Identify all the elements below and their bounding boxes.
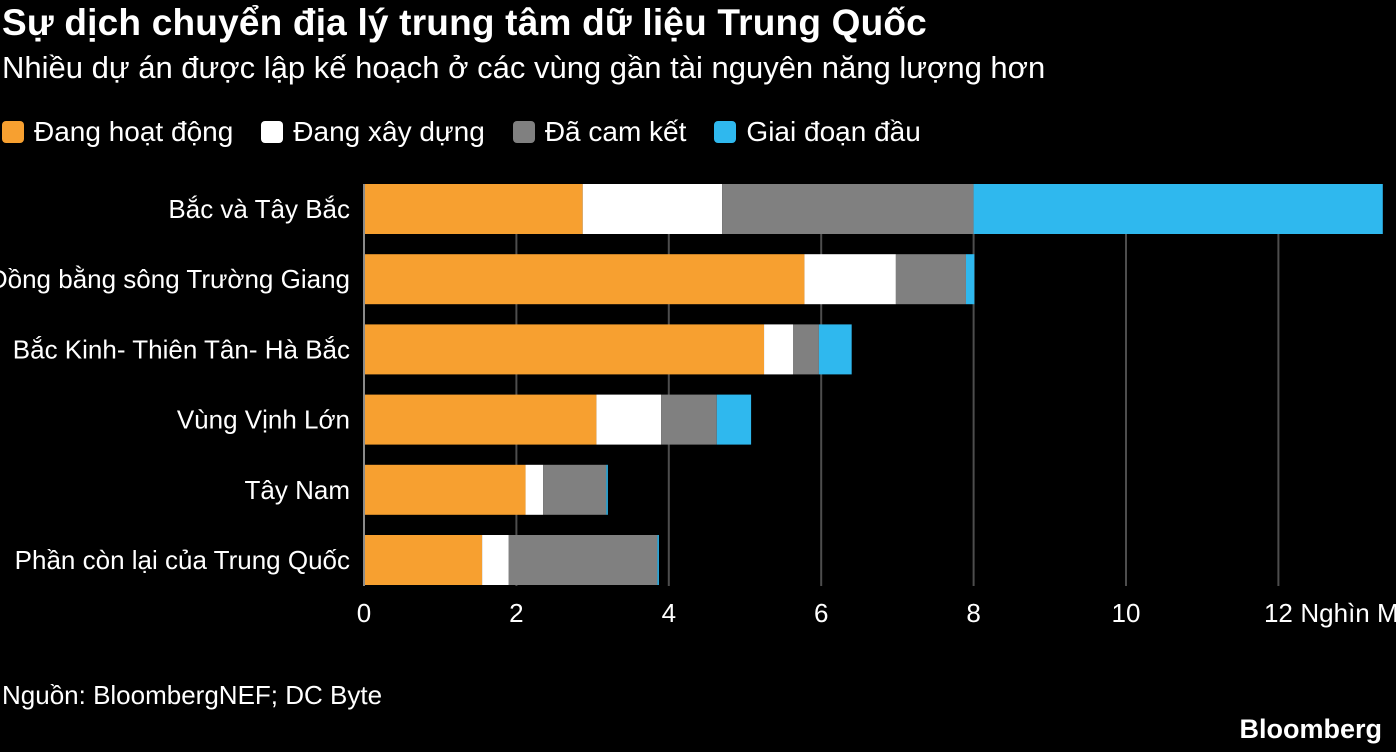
- bar-segment-0-1: [582, 184, 723, 234]
- chart-legend: Đang hoạt động Đang xây dựng Đã cam kết …: [2, 114, 949, 150]
- bar-segment-0-3: [973, 184, 1383, 234]
- bar-segment-4-3: [606, 464, 608, 515]
- x-tick-label-2: 2: [509, 598, 523, 628]
- bar-segment-1-0: [364, 254, 805, 305]
- bloomberg-logo: Bloomberg: [1239, 714, 1382, 744]
- category-label: Bắc Kinh- Thiên Tân- Hà Bắc: [13, 334, 350, 364]
- x-tick-label-12: 12: [1264, 598, 1293, 628]
- legend-item-under-construction: Đang xây dựng: [261, 116, 485, 148]
- category-label: Phần còn lại của Trung Quốc: [15, 545, 350, 575]
- bar-segment-5-1: [482, 535, 509, 585]
- source-note: Nguồn: BloombergNEF; DC Byte: [2, 680, 383, 710]
- bar-segment-5-2: [508, 535, 658, 585]
- chart-subtitle: Nhiều dự án được lập kế hoạch ở các vùng…: [2, 50, 1046, 85]
- legend-swatch-under-construction: [261, 121, 284, 143]
- x-tick-label-6: 6: [814, 598, 828, 628]
- bar-segment-3-2: [661, 394, 717, 445]
- bar-segment-5-0: [364, 535, 483, 585]
- legend-label-committed: Đã cam kết: [544, 116, 687, 147]
- bar-segment-1-1: [804, 254, 896, 305]
- bar-segment-2-2: [793, 324, 819, 375]
- legend-swatch-operating: [2, 121, 24, 143]
- legend-label-early-stage: Giai đoạn đầu: [746, 116, 921, 147]
- legend-swatch-early-stage: [714, 121, 737, 143]
- bar-segment-1-3: [965, 254, 975, 305]
- bar-segment-2-1: [764, 324, 794, 375]
- x-tick-label-8: 8: [966, 598, 980, 628]
- bar-segment-4-1: [525, 464, 544, 515]
- category-label: Bắc và Tây Bắc: [168, 194, 350, 224]
- bar-segment-3-3: [716, 394, 752, 445]
- legend-swatch-committed: [512, 121, 535, 143]
- legend-item-committed: Đã cam kết: [512, 116, 687, 148]
- bar-segment-0-2: [722, 184, 974, 234]
- bar-segment-3-1: [596, 394, 662, 445]
- category-label: Vùng Vịnh Lớn: [177, 405, 350, 435]
- legend-label-operating: Đang hoạt động: [34, 116, 234, 147]
- x-tick-label-0: 0: [357, 598, 371, 628]
- legend-label-under-construction: Đang xây dựng: [293, 116, 485, 147]
- bar-segment-0-0: [364, 184, 583, 234]
- legend-item-early-stage: Giai đoạn đầu: [714, 116, 921, 148]
- bar-segment-1-2: [895, 254, 966, 305]
- x-tick-label-10: 10: [1112, 598, 1141, 628]
- bar-segment-3-0: [364, 394, 597, 445]
- bar-segment-5-3: [657, 535, 659, 585]
- bar-segment-4-2: [543, 464, 607, 515]
- bar-segment-4-0: [364, 464, 526, 515]
- x-tick-label-4: 4: [662, 598, 676, 628]
- category-label: Tây Nam: [245, 475, 350, 505]
- bar-segment-2-3: [818, 324, 852, 375]
- category-label: Đồng bằng sông Trường Giang: [0, 264, 350, 294]
- legend-item-operating: Đang hoạt động: [2, 116, 233, 148]
- bar-segment-2-0: [364, 324, 765, 375]
- x-axis-unit-label: Nghìn MW: [1300, 598, 1396, 628]
- chart-title: Sự dịch chuyển địa lý trung tâm dữ liệu …: [2, 2, 927, 43]
